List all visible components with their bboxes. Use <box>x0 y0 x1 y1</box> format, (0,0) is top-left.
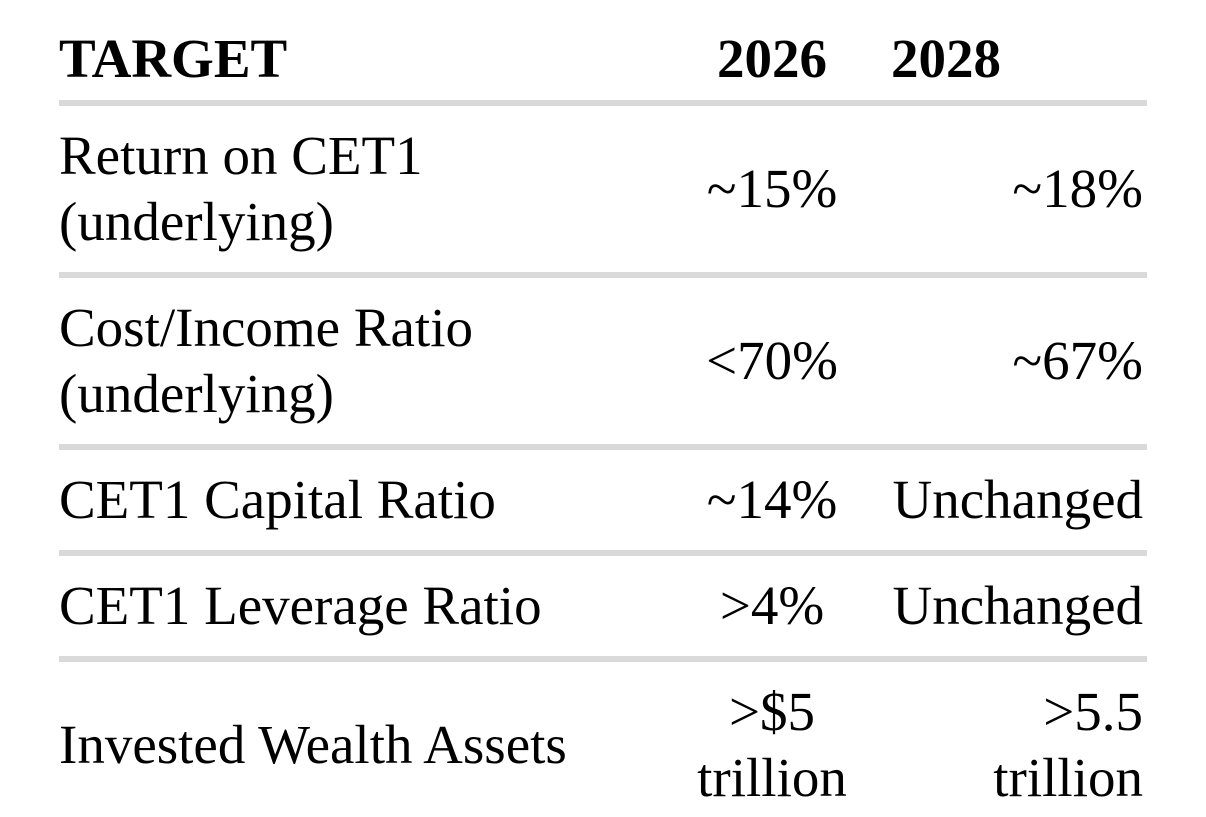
cell-2026: >4% <box>653 553 891 662</box>
table-row-invested-wealth-assets: Invested Wealth Assets >$5 trillion >5.5… <box>59 659 1147 817</box>
row-label: Invested Wealth Assets <box>59 659 653 817</box>
cell-2026: <70% <box>653 275 891 450</box>
header-row: TARGET 2026 2028 <box>59 6 1147 106</box>
cell-2028: >5.5 trillion <box>891 659 1147 817</box>
table-row-cet1-capital-ratio: CET1 Capital Ratio ~14% Unchanged <box>59 447 1147 556</box>
row-label: CET1 Leverage Ratio <box>59 553 653 662</box>
row-label: Cost/Income Ratio (underlying) <box>59 275 653 450</box>
table-row-cet1-leverage-ratio: CET1 Leverage Ratio >4% Unchanged <box>59 553 1147 662</box>
cell-2028: Unchanged <box>891 447 1147 556</box>
row-label: Return on CET1 (underlying) <box>59 103 653 278</box>
column-header-target: TARGET <box>59 6 653 106</box>
column-header-2026: 2026 <box>653 6 891 106</box>
cell-2028: ~18% <box>891 103 1147 278</box>
row-label: CET1 Capital Ratio <box>59 447 653 556</box>
cell-2028: Unchanged <box>891 553 1147 662</box>
table-row-cost-income-ratio: Cost/Income Ratio (underlying) <70% ~67% <box>59 275 1147 450</box>
column-header-2028: 2028 <box>891 6 1147 106</box>
targets-table: TARGET 2026 2028 Return on CET1 (underly… <box>59 6 1147 817</box>
cell-2026: ~15% <box>653 103 891 278</box>
cell-2028: ~67% <box>891 275 1147 450</box>
cell-2026: ~14% <box>653 447 891 556</box>
cell-2026: >$5 trillion <box>653 659 891 817</box>
table-row-return-on-cet1: Return on CET1 (underlying) ~15% ~18% <box>59 103 1147 278</box>
